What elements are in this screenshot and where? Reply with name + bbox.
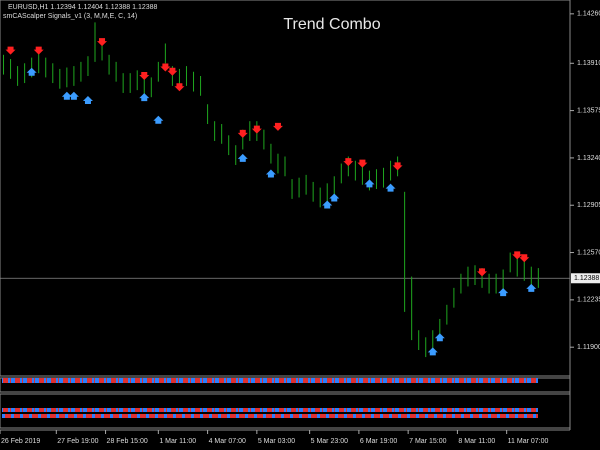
y-tick-label: 1.13575 (577, 107, 600, 114)
main-panel (0, 0, 571, 377)
buy-arrow (237, 153, 248, 162)
buy-arrow (498, 288, 509, 297)
buy-arrow (329, 193, 340, 202)
signal-strip (2, 378, 538, 383)
sell-arrow (97, 38, 108, 47)
sell-arrow (5, 46, 16, 55)
sell-arrow (174, 83, 185, 92)
sell-arrow (519, 254, 530, 263)
buy-arrow (526, 283, 537, 292)
buy-arrow (139, 93, 150, 102)
x-tick-label: 4 Mar 07:00 (209, 438, 246, 445)
x-tick-label: 27 Feb 19:00 (57, 438, 98, 445)
chart-title: Trend Combo (283, 16, 380, 33)
x-tick-label: 1 Mar 11:00 (159, 438, 196, 445)
y-tick-label: 1.11900 (577, 344, 600, 351)
x-tick-label: 11 Mar 07:00 (508, 438, 549, 445)
x-tick-label: 5 Mar 03:00 (258, 438, 295, 445)
price-label-box (571, 273, 600, 284)
y-tick-label: 1.13910 (577, 60, 600, 67)
buy-arrow (322, 200, 333, 209)
sell-arrow (477, 268, 488, 277)
y-tick-label: 1.13240 (577, 155, 600, 162)
symbol-info: EURUSD,H1 1.12394 1.12404 1.12388 1.1238… (8, 4, 158, 11)
buy-arrow (385, 183, 396, 192)
buy-arrow (427, 347, 438, 356)
sell-arrow (251, 125, 262, 134)
x-tick-label: 8 Mar 11:00 (458, 438, 495, 445)
y-tick-label: 1.14260 (577, 11, 600, 18)
y-tick-label: 1.12905 (577, 202, 600, 209)
sell-arrow (512, 251, 523, 260)
buy-arrow (61, 91, 72, 100)
sell-arrow (167, 67, 178, 76)
signal-strip (2, 408, 538, 412)
y-tick-label: 1.12235 (577, 297, 600, 304)
buy-arrow (364, 179, 375, 188)
sell-arrow (160, 63, 171, 72)
x-tick-label: 6 Mar 19:00 (360, 438, 397, 445)
sell-arrow (357, 159, 368, 168)
x-tick-label: 28 Feb 15:00 (107, 438, 148, 445)
signal-strip (2, 414, 538, 418)
sell-arrow (272, 122, 283, 131)
y-tick-label: 1.12570 (577, 249, 600, 256)
indicator-info: smCAScalper Signals_v1 (3, M,M,E, C, 14) (3, 13, 137, 20)
x-tick-label: 26 Feb 2019 (1, 438, 40, 445)
buy-arrow (265, 169, 276, 178)
buy-arrow (26, 67, 37, 76)
sell-arrow (33, 46, 44, 55)
buy-arrow (153, 115, 164, 124)
buy-arrow (82, 96, 93, 105)
buy-arrow (68, 91, 79, 100)
x-tick-label: 5 Mar 23:00 (311, 438, 348, 445)
sell-arrow (343, 158, 354, 167)
x-tick-label: 7 Mar 15:00 (409, 438, 446, 445)
price-label: 1.12388 (574, 275, 599, 282)
sell-arrow (139, 71, 150, 80)
sell-arrow (237, 129, 248, 138)
buy-arrow (434, 333, 445, 342)
sell-arrow (392, 162, 403, 171)
